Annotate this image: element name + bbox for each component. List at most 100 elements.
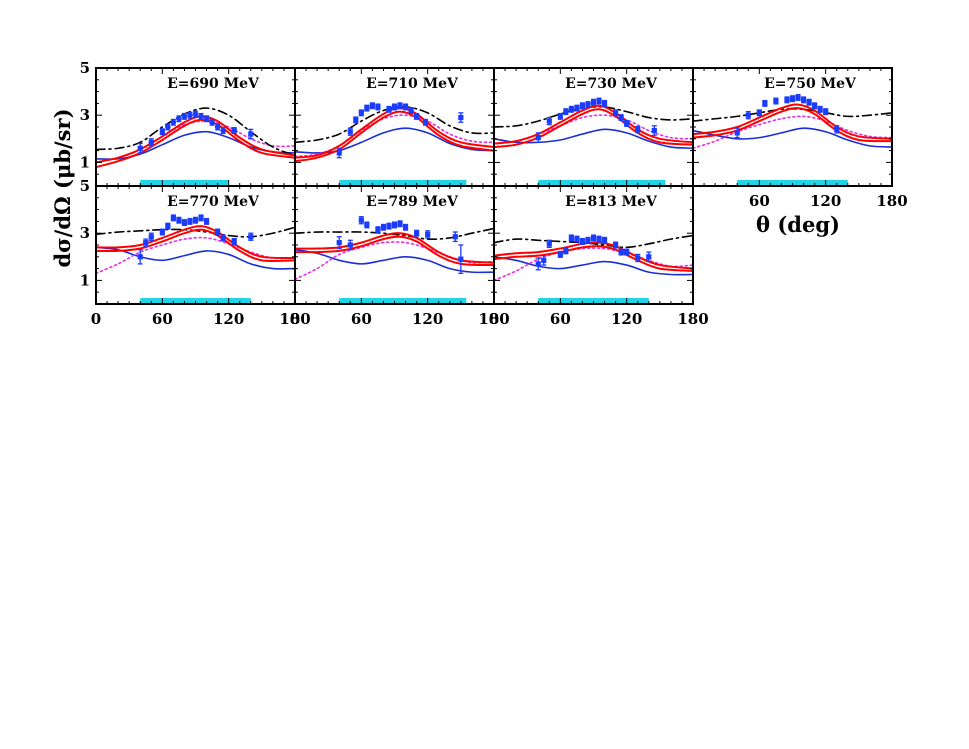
data-point (215, 228, 221, 236)
data-point (646, 251, 652, 263)
curve-red-b (96, 228, 295, 263)
data-point (148, 232, 154, 241)
curve-blue (494, 256, 693, 276)
curve-red-b (494, 245, 693, 272)
data-point (231, 237, 237, 245)
x-tick-label: 120 (611, 310, 642, 328)
data-point (170, 214, 176, 222)
curve-magenta (693, 115, 892, 150)
data-point (795, 94, 801, 101)
data-point (585, 236, 591, 244)
data-point (408, 106, 414, 114)
data-point (812, 102, 818, 110)
curve-magenta (295, 114, 494, 158)
data-point (568, 105, 574, 113)
panel: E=789 MeV 0 60 120 180 (290, 185, 510, 328)
data-point (557, 250, 563, 258)
x-tick-label: 180 (478, 310, 509, 328)
curve-dashdot (494, 234, 693, 249)
data-point (187, 217, 193, 225)
y-tick-label: 5 (80, 177, 90, 195)
data-point (369, 102, 375, 110)
data-point (734, 127, 740, 139)
panel: E=813 MeV 0 60 120 180 (489, 185, 709, 328)
y-tick-label: 5 (80, 59, 90, 77)
data-point (248, 128, 254, 140)
curve-magenta (494, 247, 693, 282)
curve-dashdot (693, 108, 892, 122)
curve-blue (96, 246, 295, 270)
data-point (635, 253, 641, 263)
data-point (159, 128, 165, 136)
data-point (624, 119, 630, 127)
uncertainty-band (339, 298, 450, 303)
plot-area (693, 94, 892, 185)
data-point (596, 235, 602, 243)
data-point (817, 105, 823, 113)
curve-dashdot (295, 106, 494, 144)
curve-dashdot (96, 107, 295, 157)
data-point (347, 127, 353, 136)
data-point (165, 123, 171, 131)
x-tick-label: 0 (91, 310, 101, 328)
plot-area (96, 107, 295, 185)
curve-red-b (96, 118, 295, 169)
data-point (391, 221, 398, 229)
data-point (590, 98, 597, 106)
curve-red-a (96, 115, 295, 164)
panel-title: E=710 MeV (366, 76, 459, 92)
data-point (574, 104, 580, 112)
axis-labels: dσ/dΩ (μb/sr) θ (deg) (50, 108, 840, 267)
curve-red-b (693, 107, 892, 143)
data-point (613, 241, 619, 249)
data-point (535, 132, 541, 143)
x-tick-label: 180 (279, 310, 310, 328)
x-tick-label: 120 (412, 310, 443, 328)
data-point (143, 238, 149, 247)
uncertainty-band (538, 180, 649, 185)
data-point (181, 112, 188, 120)
data-point (458, 244, 464, 274)
data-point (380, 223, 387, 231)
uncertainty-band (140, 180, 229, 185)
panel: E=770 MeV 1 3 5 0 60 120 180 (80, 177, 311, 328)
x-tick-label: 180 (677, 310, 708, 328)
data-point (364, 104, 370, 112)
uncertainty-band (449, 180, 467, 185)
data-point (635, 125, 641, 133)
data-point (806, 98, 812, 106)
data-point (574, 235, 580, 243)
x-tick-label: 60 (351, 310, 372, 328)
data-point (386, 105, 392, 113)
data-point (773, 97, 779, 105)
data-point (203, 115, 210, 123)
data-point (397, 102, 403, 110)
data-point (762, 99, 768, 107)
x-axis-title: θ (deg) (756, 212, 840, 237)
data-point (170, 118, 177, 126)
x-tick-label: 60 (152, 310, 173, 328)
data-point (198, 214, 204, 222)
plot-area (96, 214, 295, 303)
data-point (192, 110, 199, 118)
data-point (651, 125, 657, 136)
panel-title: E=813 MeV (565, 194, 658, 210)
panel-title: E=770 MeV (167, 194, 260, 210)
y-tick-label: 3 (80, 106, 90, 124)
data-point (220, 234, 226, 242)
panel-title: E=750 MeV (764, 76, 857, 92)
data-point (414, 229, 420, 237)
uncertainty-band (648, 180, 666, 185)
data-point (386, 222, 392, 230)
data-point (402, 103, 409, 111)
data-point (579, 237, 586, 245)
data-point (336, 236, 342, 250)
panel-title: E=789 MeV (366, 194, 459, 210)
data-point (800, 96, 807, 104)
data-point (557, 112, 563, 120)
ticks (95, 67, 296, 187)
data-point (546, 116, 552, 126)
curve-red-a (96, 225, 295, 259)
data-point (353, 116, 359, 124)
